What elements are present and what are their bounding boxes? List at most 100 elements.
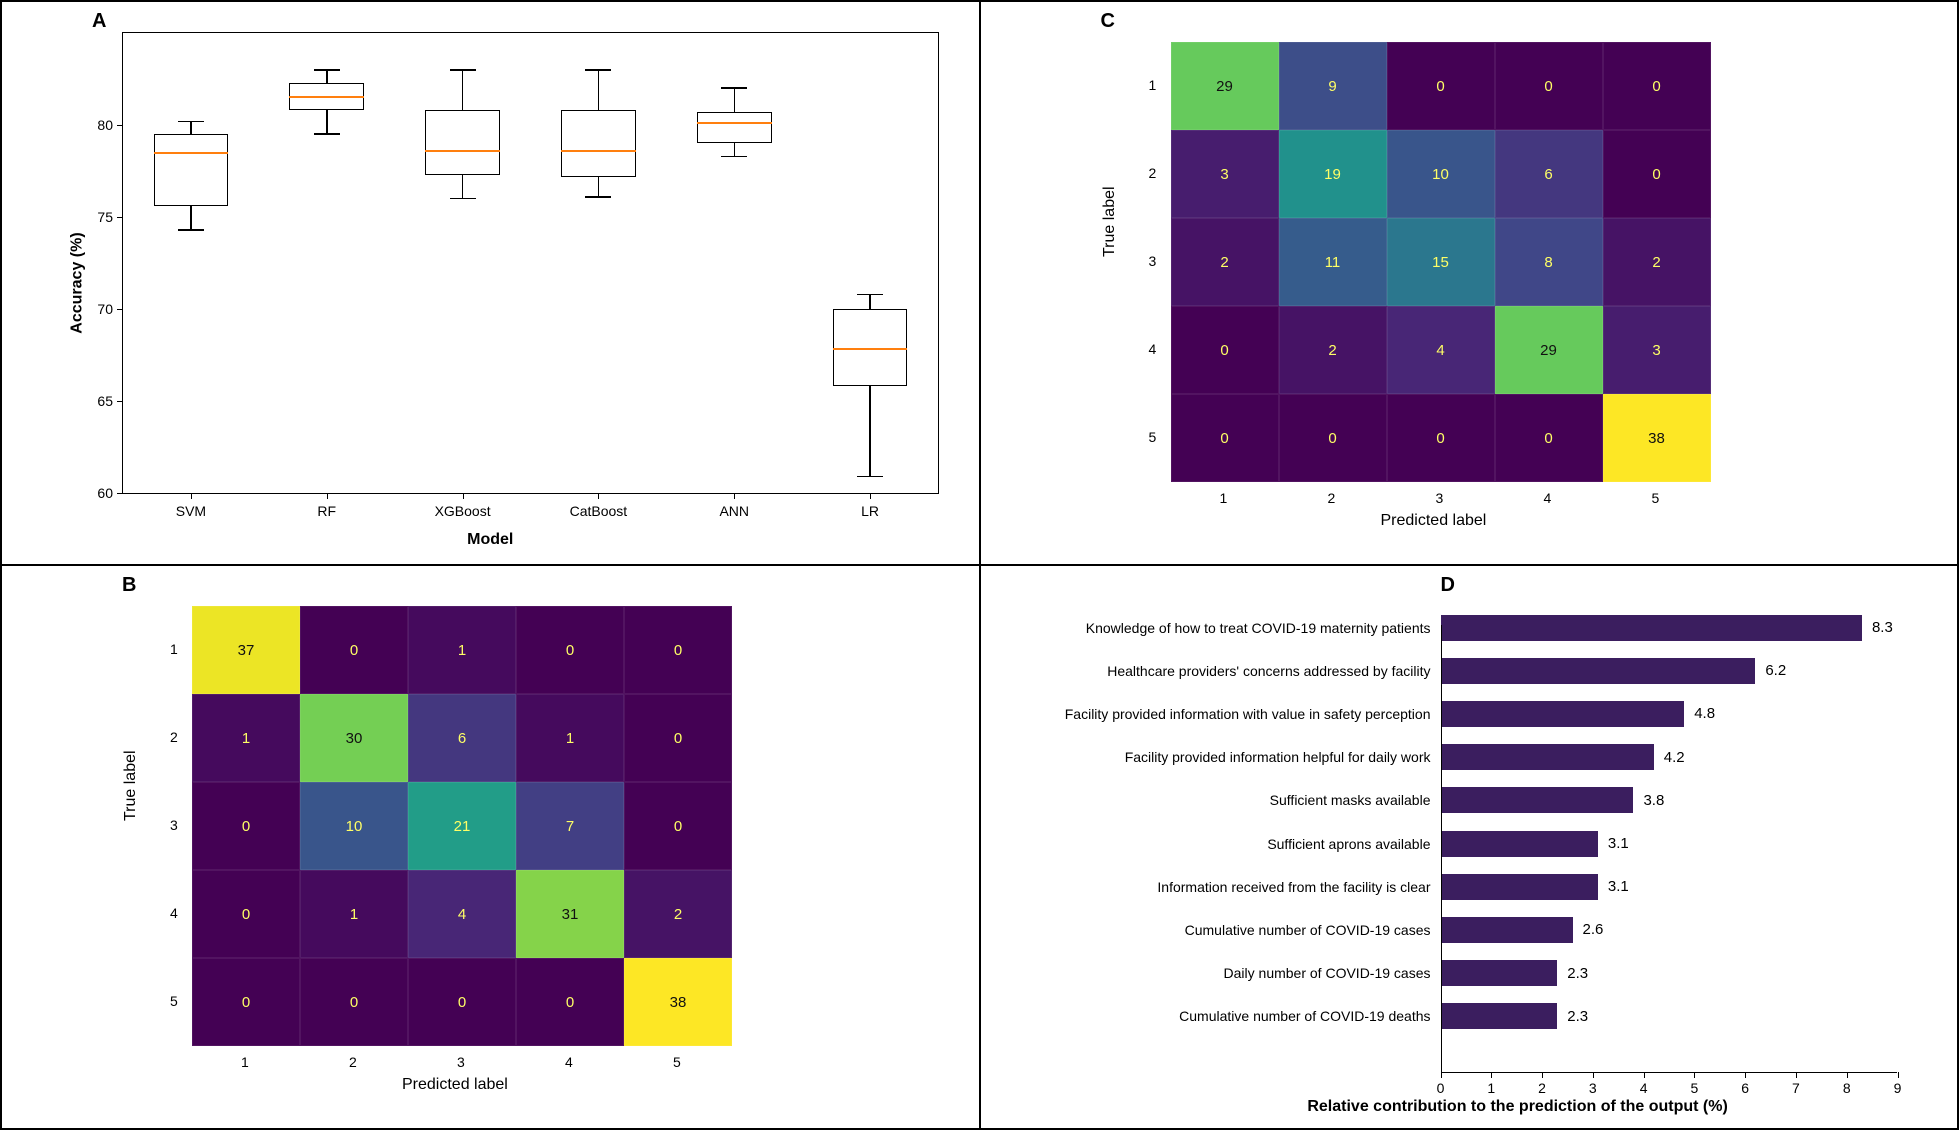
bar-label: Cumulative number of COVID-19 deaths [991,1008,1441,1024]
bar-value: 2.3 [1557,965,1588,982]
panel-c: C 29900031910602111582024293000038 True … [980,1,1959,565]
heatmap-xtick: 5 [1652,490,1660,506]
heatmap-cell: 10 [300,782,408,870]
heatmap-cell: 1 [408,606,516,694]
xtick-label: 7 [1792,1080,1800,1096]
heatmap-ytick: 5 [1149,429,1157,445]
heatmap-cell: 0 [1387,394,1495,482]
heatmap-cell: 0 [300,606,408,694]
bar-rect [1441,615,1862,641]
bar-label: Sufficient masks available [991,792,1441,808]
bar-row: Daily number of COVID-19 cases2.3 [1441,952,1898,995]
xtick-label: 9 [1894,1080,1902,1096]
heatmap-xtick: 4 [565,1054,573,1070]
median-line [154,152,229,154]
heatmap-xtick: 2 [1328,490,1336,506]
panel-a-xlabel: Model [467,531,513,549]
heatmap-cell: 0 [1495,394,1603,482]
bar-label: Information received from the facility i… [991,879,1441,895]
heatmap-cell: 9 [1279,42,1387,130]
heatmap-cell: 0 [624,606,732,694]
bar-label: Facility provided information with value… [991,706,1441,722]
bar-rect [1441,787,1634,813]
heatmap-xtick: 4 [1544,490,1552,506]
bar-value: 8.3 [1862,619,1893,636]
heatmap-cell: 11 [1279,218,1387,306]
heatmap-cell: 0 [1387,42,1495,130]
heatmap-b: 3701001306100102170014312000038 [192,606,732,1046]
bar-row: Sufficient aprons available3.1 [1441,822,1898,865]
heatmap-ytick: 4 [170,905,178,921]
bar-rect [1441,744,1654,770]
heatmap-cell: 0 [1171,306,1279,394]
heatmap-cell: 3 [1171,130,1279,218]
heatmap-cell: 38 [624,958,732,1046]
box [697,112,772,143]
heatmap-xtick: 2 [349,1054,357,1070]
median-line [833,348,908,350]
heatmap-cell: 0 [1279,394,1387,482]
median-line [697,122,772,124]
bar-rect [1441,917,1573,943]
bar-row: Cumulative number of COVID-19 cases2.6 [1441,908,1898,951]
boxplot-area: 6065707580SVMRFXGBoostCatBoostANNLR [122,32,939,494]
bar-rect [1441,701,1685,727]
heatmap-cell: 4 [408,870,516,958]
heatmap-xtick: 3 [1436,490,1444,506]
bar-value: 3.1 [1598,835,1629,852]
heatmap-cell: 0 [1495,42,1603,130]
heatmap-ytick: 1 [170,641,178,657]
bar-label: Knowledge of how to treat COVID-19 mater… [991,620,1441,636]
heatmap-cell: 1 [516,694,624,782]
heatmap-cell: 0 [192,958,300,1046]
heatmap-cell: 7 [516,782,624,870]
heatmap-cell: 38 [1603,394,1711,482]
heatmap-cell: 15 [1387,218,1495,306]
panel-b-label: B [122,574,136,597]
bar-rect [1441,960,1558,986]
heatmap-cell: 0 [192,782,300,870]
heatmap-cell: 3 [1603,306,1711,394]
bar-label: Facility provided information helpful fo… [991,749,1441,765]
heatmap-cell: 19 [1279,130,1387,218]
heatmap-c: 29900031910602111582024293000038 [1171,42,1711,482]
heatmap-ytick: 4 [1149,341,1157,357]
heatmap-cell: 4 [1387,306,1495,394]
bar-rect [1441,658,1756,684]
panel-d-xlabel: Relative contribution to the prediction … [1307,1098,1727,1116]
bar-rect [1441,831,1598,857]
bar-row: Knowledge of how to treat COVID-19 mater… [1441,606,1898,649]
bar-value: 4.2 [1654,749,1685,766]
heatmap-xtick: 1 [241,1054,249,1070]
heatmap-cell: 37 [192,606,300,694]
bar-value: 4.8 [1684,705,1715,722]
heatmap-cell: 0 [408,958,516,1046]
box [154,134,229,206]
figure-grid: A 6065707580SVMRFXGBoostCatBoostANNLR Ac… [0,0,1959,1130]
xtick-label: 2 [1538,1080,1546,1096]
heatmap-cell: 31 [516,870,624,958]
heatmap-ytick: 3 [1149,253,1157,269]
heatmap-cell: 1 [300,870,408,958]
xtick-label: 6 [1741,1080,1749,1096]
panel-a-label: A [92,10,106,33]
median-line [425,150,500,152]
heatmap-cell: 0 [516,958,624,1046]
xtick-label: 1 [1487,1080,1495,1096]
panel-c-ylabel: True label [1101,186,1119,257]
heatmap-ytick: 2 [170,729,178,745]
bar-row: Facility provided information with value… [1441,692,1898,735]
panel-b-xlabel: Predicted label [402,1076,508,1094]
panel-a-ylabel: Accuracy (%) [69,232,87,333]
median-line [561,150,636,152]
heatmap-xtick: 3 [457,1054,465,1070]
bar-value: 2.3 [1557,1008,1588,1025]
heatmap-ytick: 3 [170,817,178,833]
bar-rect [1441,874,1598,900]
heatmap-cell: 0 [624,782,732,870]
heatmap-ytick: 2 [1149,165,1157,181]
xtick-label: 8 [1843,1080,1851,1096]
heatmap-cell: 0 [1603,42,1711,130]
xtick-label: 5 [1690,1080,1698,1096]
panel-d-xaxis: 0123456789 [1441,1072,1898,1073]
